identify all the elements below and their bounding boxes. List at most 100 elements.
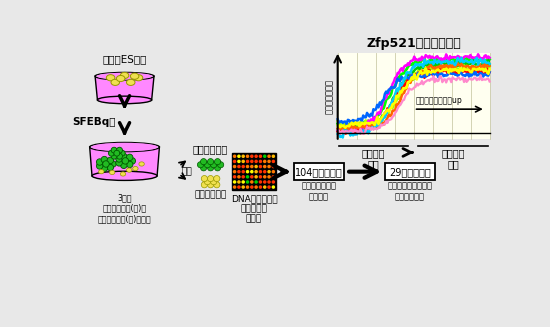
Ellipse shape bbox=[120, 72, 129, 78]
Circle shape bbox=[237, 175, 241, 179]
Ellipse shape bbox=[95, 72, 154, 80]
Polygon shape bbox=[90, 147, 160, 176]
Circle shape bbox=[122, 158, 129, 164]
Circle shape bbox=[197, 162, 204, 168]
Circle shape bbox=[126, 161, 133, 168]
Circle shape bbox=[246, 160, 249, 163]
Circle shape bbox=[233, 170, 236, 173]
Circle shape bbox=[237, 155, 241, 158]
Circle shape bbox=[237, 185, 241, 189]
Circle shape bbox=[267, 165, 271, 168]
Circle shape bbox=[267, 180, 271, 184]
Text: 29個の遠伝子: 29個の遠伝子 bbox=[389, 167, 431, 177]
Circle shape bbox=[246, 180, 249, 184]
Circle shape bbox=[241, 155, 245, 158]
Ellipse shape bbox=[97, 96, 152, 104]
Circle shape bbox=[237, 165, 241, 168]
Circle shape bbox=[126, 154, 133, 161]
Circle shape bbox=[254, 155, 258, 158]
Circle shape bbox=[258, 175, 262, 179]
Circle shape bbox=[237, 170, 241, 173]
Circle shape bbox=[233, 165, 236, 168]
Circle shape bbox=[272, 165, 275, 168]
Circle shape bbox=[233, 160, 236, 163]
Circle shape bbox=[250, 185, 254, 189]
Ellipse shape bbox=[120, 172, 126, 176]
Circle shape bbox=[201, 176, 207, 182]
Circle shape bbox=[214, 159, 221, 165]
Circle shape bbox=[246, 155, 249, 158]
Circle shape bbox=[272, 160, 275, 163]
Circle shape bbox=[250, 175, 254, 179]
Circle shape bbox=[254, 160, 258, 163]
Ellipse shape bbox=[126, 79, 135, 85]
Circle shape bbox=[211, 179, 217, 185]
Circle shape bbox=[111, 147, 117, 153]
Circle shape bbox=[207, 165, 213, 171]
Ellipse shape bbox=[130, 73, 139, 79]
Circle shape bbox=[116, 160, 122, 166]
Circle shape bbox=[108, 150, 114, 156]
Circle shape bbox=[109, 161, 116, 167]
Circle shape bbox=[272, 185, 275, 189]
Circle shape bbox=[246, 170, 249, 173]
Ellipse shape bbox=[139, 162, 144, 166]
Circle shape bbox=[117, 147, 123, 153]
Circle shape bbox=[263, 165, 267, 168]
Circle shape bbox=[241, 160, 245, 163]
Text: 未分化な
細胞: 未分化な 細胞 bbox=[362, 148, 385, 169]
Circle shape bbox=[263, 185, 267, 189]
Circle shape bbox=[201, 159, 207, 165]
Circle shape bbox=[258, 165, 262, 168]
Text: 神経前駅細胞で
強く発現: 神経前駅細胞で 強く発現 bbox=[301, 182, 337, 201]
Ellipse shape bbox=[133, 166, 138, 171]
Ellipse shape bbox=[97, 73, 152, 80]
Bar bbox=[232, 153, 277, 190]
Circle shape bbox=[201, 182, 207, 188]
Text: 遠伝子の発現量: 遠伝子の発現量 bbox=[326, 79, 334, 114]
Circle shape bbox=[263, 180, 267, 184]
Circle shape bbox=[254, 175, 258, 179]
Circle shape bbox=[120, 162, 127, 168]
Ellipse shape bbox=[90, 143, 160, 152]
Ellipse shape bbox=[91, 143, 158, 151]
Circle shape bbox=[272, 170, 275, 173]
Circle shape bbox=[263, 155, 267, 158]
Circle shape bbox=[96, 159, 103, 165]
Circle shape bbox=[214, 165, 221, 171]
Circle shape bbox=[101, 165, 108, 172]
Circle shape bbox=[263, 160, 267, 163]
Ellipse shape bbox=[126, 168, 132, 172]
Circle shape bbox=[201, 165, 207, 171]
Text: 未分化な細胞: 未分化な細胞 bbox=[195, 190, 227, 199]
Circle shape bbox=[263, 170, 267, 173]
Text: マウスES細胞: マウスES細胞 bbox=[102, 54, 147, 64]
Polygon shape bbox=[95, 76, 154, 100]
Circle shape bbox=[254, 185, 258, 189]
Text: DNAチップ法で
遠伝子発現
を比較: DNAチップ法で 遠伝子発現 を比較 bbox=[230, 194, 277, 224]
Circle shape bbox=[96, 163, 103, 169]
Circle shape bbox=[101, 156, 108, 163]
Circle shape bbox=[207, 176, 213, 182]
Circle shape bbox=[241, 185, 245, 189]
Circle shape bbox=[241, 175, 245, 179]
Circle shape bbox=[233, 185, 236, 189]
Circle shape bbox=[254, 180, 258, 184]
Ellipse shape bbox=[134, 75, 143, 81]
Text: 神経前駅
細胞: 神経前駅 細胞 bbox=[441, 148, 465, 169]
Circle shape bbox=[241, 180, 245, 184]
Circle shape bbox=[250, 160, 254, 163]
Circle shape bbox=[272, 175, 275, 179]
Text: Zfp521の遠伝子発現: Zfp521の遠伝子発現 bbox=[366, 37, 461, 50]
Circle shape bbox=[254, 170, 258, 173]
Bar bbox=[338, 53, 490, 139]
Circle shape bbox=[213, 176, 220, 182]
Circle shape bbox=[250, 155, 254, 158]
Circle shape bbox=[241, 165, 245, 168]
Circle shape bbox=[111, 153, 117, 159]
Circle shape bbox=[272, 180, 275, 184]
Circle shape bbox=[205, 179, 211, 185]
Circle shape bbox=[117, 153, 123, 159]
Circle shape bbox=[263, 175, 267, 179]
Circle shape bbox=[116, 156, 122, 162]
